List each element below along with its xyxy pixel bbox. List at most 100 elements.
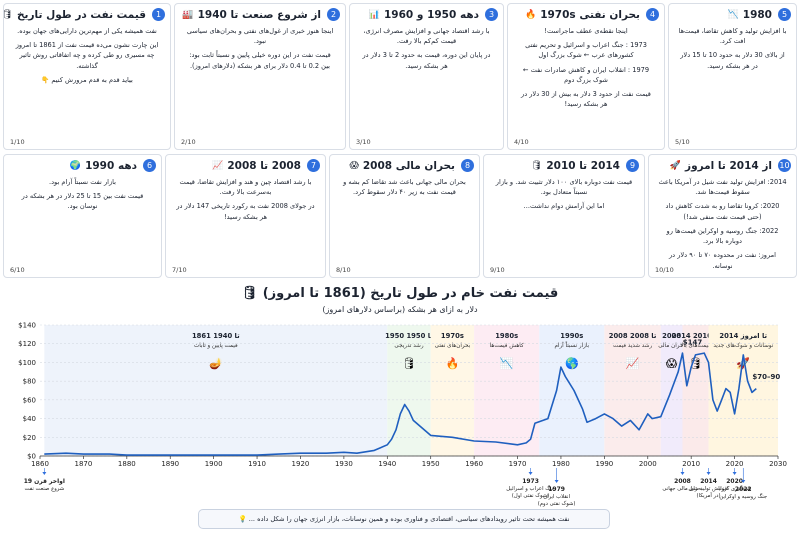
period-band-label: 1970s [441,332,464,340]
period-band-sub: قیمت پایین و ثابات [194,343,238,349]
y-tick-label: $0 [27,453,36,461]
card-body: 2014: افزایش تولید نفت شیل در آمریکا باع… [655,177,790,271]
chart-up-icon: 📈 [626,357,640,370]
event-arrow-icon [706,472,711,475]
event-arrow-icon [528,472,533,475]
x-tick-label: 1960 [465,460,483,468]
card-number-badge: 9 [626,159,639,172]
period-band-7 [660,325,683,456]
period-band-label: 2008 [662,332,681,340]
y-tick-label: $120 [18,340,36,348]
card-paragraph: اینجا نقطه‌ی عطف ماجراست! [544,27,628,35]
period-band-sub: قیمت‌های بالا [680,343,711,349]
y-tick-label: $60 [23,396,36,404]
card-title: 2014 تا 2010 [546,160,620,172]
card-emoji-icon: 📈 [212,161,224,171]
period-band-label: 2008 تا 2008 [609,332,657,340]
x-tick-label: 1930 [335,460,353,468]
globe-icon: 🌎 [565,357,579,370]
period-band-8 [682,325,709,456]
card-header: دهه 1990 🌍 [24,160,137,172]
x-tick-label: 1880 [118,460,136,468]
card-header: 1980 📉 [689,9,772,21]
x-tick-label: 1860 [31,460,49,468]
card-header: 2014 تا 2010 🛢 [504,160,620,172]
period-band-sub: رشد تدریجی [394,343,423,349]
event-label: بحران مالی جهانی [662,486,703,492]
timeline-card-5: 5 1980 📉 با افزایش تولید و کاهش تقاضا، قیمت… [668,3,797,150]
card-paragraph: 2022: جنگ روسیه و اوکراین قیمت‌ها رو دوب… [666,226,779,246]
card-paragraph: بیاید قدم به قدم مرورش کنیم 👇 [41,75,133,84]
card-emoji-icon: 🚀 [669,161,682,171]
value-annotation: $70–90 [752,373,780,381]
card-number-badge: 2 [327,8,340,21]
event-label: 2022 [735,486,752,493]
period-band-9 [708,325,778,456]
event-label: انقلاب ایران [543,494,570,500]
card-paragraph: با رشد اقتصاد جهانی و افزایش مصرف انرژی،… [363,27,490,46]
card-body: با رشد اقتصاد جهانی و افزایش مصرف انرژی،… [356,26,497,71]
period-band-sub: بحران مالی [658,343,685,349]
timeline-card-8: 8 بحران مالی 2008 😱 بحران مالی جهانی باعث ش… [329,154,480,278]
period-band-label: 2014 تا 2010 [672,332,720,340]
value-annotation: $147 [683,338,703,346]
card-paragraph: نفت همیشه یکی از مهم‌ترین دارایی‌های جها… [17,27,157,35]
card-header: از شروع صنعت تا 1940 🏭 [182,9,321,21]
period-band-label: 1950 تا 1950 [385,332,433,340]
card-body: با افزایش تولید و کاهش تقاضا، قیمت‌ها اف… [675,26,790,71]
x-tick-label: 2010 [682,460,700,468]
period-band-4 [474,325,540,456]
card-header: دهه 1950 و 1960 📊 [369,9,479,21]
period-band-sub: بازار نسبتاً آرام [554,341,589,349]
card-title: 2008 تا 2008 [227,160,301,172]
x-tick-label: 1940 [378,460,396,468]
card-page-number: 9/10 [490,266,505,274]
footer-note: نفت همیشه تحت تاثیر رویدادهای سیاسی، اقت… [198,509,610,529]
card-number-badge: 5 [778,8,791,21]
card-number-badge: 8 [461,159,474,172]
card-paragraph: 2020: کرونا تقاضا رو به شدت کاهش داد (حت… [665,202,780,221]
card-header: بحران مالی 2008 😱 [349,160,455,172]
period-band-6 [604,325,661,456]
card-paragraph: 2014: افزایش تولید نفت شیل در آمریکا باع… [658,178,787,197]
card-number-badge: 4 [646,8,659,21]
x-tick-label: 1980 [552,460,570,468]
card-paragraph: قیمت نفت در این دوره خیلی پایین و نسبتاً… [189,51,331,70]
card-title: 1980 [742,9,772,21]
y-tick-label: $20 [23,434,36,442]
card-header: قیمت نفت در طول تاریخ🛢 [4,9,146,21]
card-header: 2008 تا 2008 📈 [186,160,301,172]
oil-barrel-icon: 🛢 [689,357,703,370]
card-paragraph: در جولای 2008 نفت به رکورد تاریخی 147 دل… [176,202,315,221]
x-tick-label: 1990 [595,460,613,468]
timeline-card-10: 10 از 2014 تا امروز 🚀 2014: افزایش تولید نف… [648,154,797,278]
event-label: 2020 [726,478,743,485]
y-tick-label: $140 [18,322,36,330]
card-paragraph: امروز: نفت در محدوده ۷۰ تا ۹۰ دلار در نو… [668,251,776,270]
card-paragraph: قیمت نفت دوباره بالای ۱۰۰ دلار تثبیت شد.… [495,178,633,197]
card-emoji-icon: 🌍 [69,161,82,171]
price-series-line [44,352,757,456]
card-paragraph: قیمت نفت از حدود 3 دلار به بیش از 30 دلا… [521,90,651,109]
card-page-number: 10/10 [655,266,674,274]
card-number-badge: 7 [307,159,320,172]
card-paragraph: قیمت نفت بین 15 تا 25 دلار در هر بشکه در… [21,192,144,211]
y-tick-label: $40 [23,415,36,423]
y-tick-label: $100 [18,359,36,367]
period-band-sub: کاهش قیمت‌ها [490,342,524,349]
event-label: جنگ روسیه و اوکراین [719,493,767,500]
card-paragraph: با افزایش تولید و کاهش تقاضا، قیمت‌ها اف… [678,27,787,46]
fire-icon: 🔥 [446,357,460,370]
card-page-number: 8/10 [336,266,351,274]
event-label: 2014 [700,478,717,485]
rocket-icon: 🚀 [736,357,750,370]
period-band-label: 1861 تا 1940 [192,332,240,340]
card-header: بحران نفتی 1970s 🔥 [525,9,640,21]
period-band-2 [387,325,431,456]
x-tick-label: 1870 [74,460,92,468]
x-tick-label: 2000 [639,460,657,468]
event-label: شروع صنعت نفت [25,486,65,492]
card-body: نفت همیشه یکی از مهم‌ترین دارایی‌های جها… [10,26,164,85]
timeline-card-9: 9 2014 تا 2010 🛢 قیمت نفت دوباره بالای ۱۰۰ … [483,154,645,278]
card-body: قیمت نفت دوباره بالای ۱۰۰ دلار تثبیت شد.… [490,177,638,212]
